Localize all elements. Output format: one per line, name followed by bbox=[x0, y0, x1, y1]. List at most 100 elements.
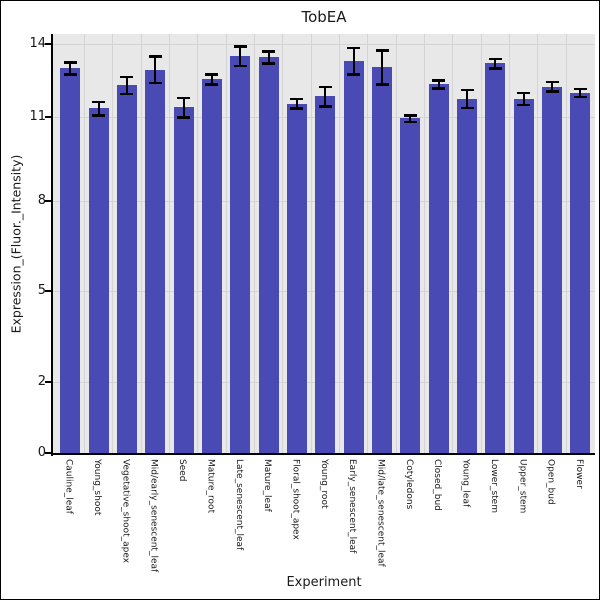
bar bbox=[428, 84, 449, 455]
x-tick-label: Seed bbox=[177, 459, 188, 482]
y-tick-mark bbox=[45, 381, 51, 383]
x-gridline bbox=[395, 34, 397, 455]
error-bar-cap-top bbox=[403, 114, 417, 117]
x-tick-label: Cauline_leaf bbox=[63, 459, 74, 514]
error-bar-cap-top bbox=[63, 61, 77, 64]
y-tick-mark bbox=[45, 200, 51, 202]
error-bar-cap-bottom bbox=[488, 67, 502, 70]
y-gridline bbox=[53, 43, 595, 45]
error-bar-cap-bottom bbox=[517, 103, 531, 107]
x-gridline bbox=[282, 34, 284, 455]
y-tick-mark bbox=[45, 452, 51, 454]
bar bbox=[457, 98, 478, 455]
error-bar-cap-bottom bbox=[573, 95, 587, 99]
x-tick-label: Mature_leaf bbox=[262, 459, 273, 512]
y-tick-label: 8 bbox=[37, 193, 46, 208]
y-axis-spine bbox=[51, 34, 53, 456]
x-gridline bbox=[197, 34, 199, 455]
x-gridline bbox=[480, 34, 482, 455]
error-bar-line bbox=[154, 56, 157, 83]
error-bar-line bbox=[97, 101, 100, 116]
error-bar-cap-bottom bbox=[460, 106, 474, 110]
x-gridline bbox=[225, 34, 227, 455]
error-bar-line bbox=[125, 76, 128, 94]
error-bar-cap-top bbox=[375, 49, 389, 52]
error-bar-cap-top bbox=[488, 57, 502, 61]
x-tick-label: Young_leaf bbox=[460, 459, 471, 508]
error-bar-line bbox=[381, 50, 384, 85]
bar bbox=[230, 56, 251, 455]
error-bar-line bbox=[352, 47, 355, 75]
error-bar-line bbox=[409, 115, 412, 122]
chart-title: TobEA bbox=[301, 8, 347, 26]
error-bar-line bbox=[522, 92, 525, 105]
y-axis-title: Expression_(Fluor._Intensity) bbox=[8, 154, 24, 334]
x-tick-label: Late_senescent_leaf bbox=[233, 459, 244, 551]
x-tick-label: Closed_bud bbox=[432, 459, 443, 511]
y-tick-label: 5 bbox=[37, 283, 46, 298]
bar bbox=[173, 107, 194, 455]
x-gridline bbox=[253, 34, 255, 455]
x-axis-title: Experiment bbox=[286, 575, 362, 590]
error-bar-line bbox=[295, 98, 298, 109]
x-tick-label: Cotyledons bbox=[403, 459, 414, 510]
x-tick-label: Early_senescent_leaf bbox=[347, 459, 358, 554]
bar bbox=[315, 96, 336, 455]
error-bar-cap-top bbox=[205, 73, 219, 76]
error-bar-cap-bottom bbox=[318, 105, 332, 108]
error-bar-line bbox=[69, 62, 72, 75]
error-bar-cap-top bbox=[573, 87, 587, 91]
error-bar-line bbox=[579, 88, 582, 97]
x-gridline bbox=[83, 34, 85, 455]
x-gridline bbox=[339, 34, 340, 455]
error-bar-cap-bottom bbox=[177, 116, 191, 119]
error-bar-cap-bottom bbox=[262, 62, 276, 65]
error-bar-cap-bottom bbox=[545, 90, 559, 93]
error-bar-line bbox=[551, 81, 554, 92]
error-bar-cap-bottom bbox=[432, 87, 446, 90]
error-bar-cap-bottom bbox=[403, 120, 417, 124]
x-tick-label: Flower bbox=[573, 459, 584, 489]
x-tick-label: Mid/late_senescent_leaf bbox=[375, 459, 386, 567]
y-tick-mark bbox=[45, 290, 51, 292]
bar bbox=[88, 108, 109, 455]
x-tick-label: Young_shoot bbox=[92, 459, 103, 516]
x-gridline bbox=[537, 34, 539, 455]
y-tick-label: 11 bbox=[29, 109, 46, 124]
error-bar-cap-top bbox=[517, 91, 531, 95]
bar bbox=[60, 68, 81, 455]
x-tick-label: Floral_shoot_apex bbox=[290, 459, 301, 540]
error-bar-cap-top bbox=[318, 85, 332, 89]
error-bar-cap-bottom bbox=[290, 107, 304, 110]
bar bbox=[258, 57, 279, 455]
error-bar-cap-bottom bbox=[63, 73, 77, 76]
error-bar-cap-top bbox=[347, 46, 361, 50]
error-bar-cap-top bbox=[545, 80, 559, 84]
bar bbox=[116, 85, 137, 455]
bar bbox=[485, 63, 506, 455]
error-bar-line bbox=[494, 58, 497, 69]
x-tick-label: Vegetative_shoot_apex bbox=[120, 459, 131, 564]
error-bar-cap-top bbox=[177, 96, 191, 100]
error-bar-cap-bottom bbox=[233, 64, 247, 68]
error-bar-line bbox=[239, 46, 242, 66]
x-gridline bbox=[367, 34, 369, 455]
bar bbox=[513, 98, 534, 455]
bar bbox=[400, 118, 421, 455]
error-bar-cap-top bbox=[432, 79, 446, 82]
bar bbox=[286, 103, 307, 455]
x-gridline bbox=[509, 34, 511, 455]
error-bar-line bbox=[210, 74, 213, 85]
error-bar-cap-bottom bbox=[375, 83, 389, 86]
x-tick-label: Lower_stem bbox=[488, 459, 499, 513]
x-gridline bbox=[112, 34, 114, 455]
bar bbox=[542, 86, 563, 455]
x-tick-label: Young_root bbox=[318, 459, 329, 509]
x-axis-spine bbox=[51, 453, 595, 455]
error-bar-cap-top bbox=[148, 55, 162, 58]
x-gridline bbox=[424, 34, 426, 455]
error-bar-line bbox=[437, 80, 440, 89]
error-bar-cap-top bbox=[120, 75, 134, 79]
error-bar-cap-bottom bbox=[205, 83, 219, 86]
